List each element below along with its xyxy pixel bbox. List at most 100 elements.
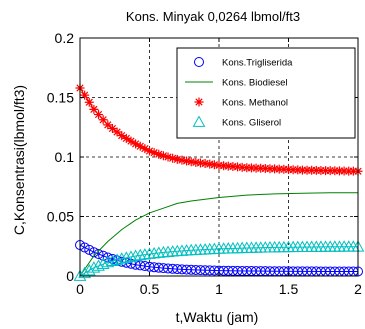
star-marker [107, 123, 117, 133]
triangle-marker [143, 247, 156, 259]
series-line [79, 192, 358, 277]
star-marker [316, 165, 326, 175]
star-marker [293, 165, 303, 175]
triangle-marker [92, 259, 105, 271]
y-tick-label: 0.15 [47, 90, 74, 106]
legend-label: Kons. Gliserol [222, 118, 281, 129]
triangle-marker [101, 255, 115, 268]
circle-marker [93, 248, 104, 259]
x-tick-label: 0 [76, 281, 84, 297]
star-marker [344, 166, 354, 176]
star-marker [209, 160, 219, 170]
triangle-marker [124, 250, 138, 262]
star-marker [334, 166, 344, 176]
star-marker [94, 110, 104, 120]
star-marker [168, 153, 178, 163]
x-tick-label: 1 [215, 281, 223, 297]
star-marker [195, 158, 205, 168]
star-marker [135, 141, 145, 151]
star-marker [214, 160, 224, 170]
triangle-marker [82, 263, 96, 276]
triangle-marker [152, 246, 166, 258]
circle-marker [88, 247, 99, 258]
star-marker [325, 166, 335, 176]
star-marker [112, 127, 122, 137]
star-marker [260, 164, 270, 174]
legend-label: Kons. Biodiesel [222, 78, 287, 89]
star-marker [223, 161, 233, 171]
triangle-marker [87, 261, 101, 273]
circle-marker [84, 244, 95, 255]
chart-title: Kons. Minyak 0,0264 lbmol/ft3 [126, 9, 300, 24]
star-marker [302, 165, 312, 175]
star-marker [279, 164, 289, 174]
star-marker [330, 166, 340, 176]
star-marker [80, 90, 90, 100]
series-2 [79, 192, 358, 277]
triangle-marker [78, 266, 91, 279]
triangle-marker [129, 249, 142, 261]
star-marker [98, 115, 108, 125]
triangle-marker [192, 115, 206, 127]
series-4 [73, 240, 365, 281]
legend-item: Kons.Trigliserida [194, 57, 293, 69]
series-3 [75, 83, 363, 176]
x-tick-label: 1.5 [279, 281, 299, 297]
star-marker [284, 164, 293, 174]
legend-item: Kons. Methanol [194, 97, 288, 109]
star-marker [140, 144, 150, 154]
legend-label: Kons. Methanol [222, 98, 288, 109]
star-marker [145, 146, 154, 156]
x-tick-label: 2 [354, 281, 362, 297]
star-marker [172, 154, 182, 164]
star-marker [348, 166, 358, 176]
star-marker [126, 136, 136, 146]
y-tick-label: 0 [66, 268, 74, 284]
star-marker [117, 131, 127, 141]
triangle-marker [106, 254, 119, 267]
triangle-marker [147, 246, 161, 259]
star-marker [205, 159, 215, 169]
y-axis-label: C,Konsentrasi(lbmol/ft3) [11, 85, 27, 235]
star-marker [89, 104, 99, 114]
triangle-marker [115, 252, 129, 264]
legend-item: Kons. Gliserol [192, 115, 281, 129]
star-marker [270, 164, 280, 174]
star-marker [84, 97, 94, 107]
triangle-marker [96, 257, 110, 269]
star-marker [186, 157, 196, 167]
star-marker [177, 155, 187, 165]
star-marker [191, 157, 201, 167]
legend: Kons.Trigliserida Kons. Biodiesel Kons. Me… [176, 47, 356, 139]
legend-box [176, 47, 356, 139]
star-marker [121, 133, 131, 143]
triangle-marker [73, 269, 87, 281]
triangle-marker [110, 253, 124, 265]
legend-label: Kons.Trigliserida [222, 58, 293, 69]
plot-series [73, 83, 365, 281]
star-marker [311, 165, 321, 175]
star-marker [163, 152, 173, 162]
star-marker [149, 148, 159, 158]
star-marker [307, 165, 317, 175]
circle-marker [194, 57, 204, 67]
triangle-marker [138, 248, 152, 260]
star-marker [265, 164, 275, 174]
star-marker [103, 120, 113, 130]
y-tick-label: 0.05 [47, 209, 74, 225]
star-marker [182, 156, 192, 166]
series-line [79, 246, 359, 277]
circle-marker [98, 250, 109, 261]
star-marker [237, 162, 247, 172]
star-marker [242, 163, 252, 173]
star-marker [228, 162, 238, 172]
star-marker [297, 165, 307, 175]
y-tick-label: 0.2 [55, 30, 75, 46]
star-marker [154, 149, 164, 159]
x-axis-label: t,Waktu (jam) [176, 309, 259, 325]
star-marker [256, 163, 266, 173]
y-tick-label: 0.1 [55, 149, 75, 165]
star-marker [321, 166, 331, 176]
star-marker [274, 164, 284, 174]
